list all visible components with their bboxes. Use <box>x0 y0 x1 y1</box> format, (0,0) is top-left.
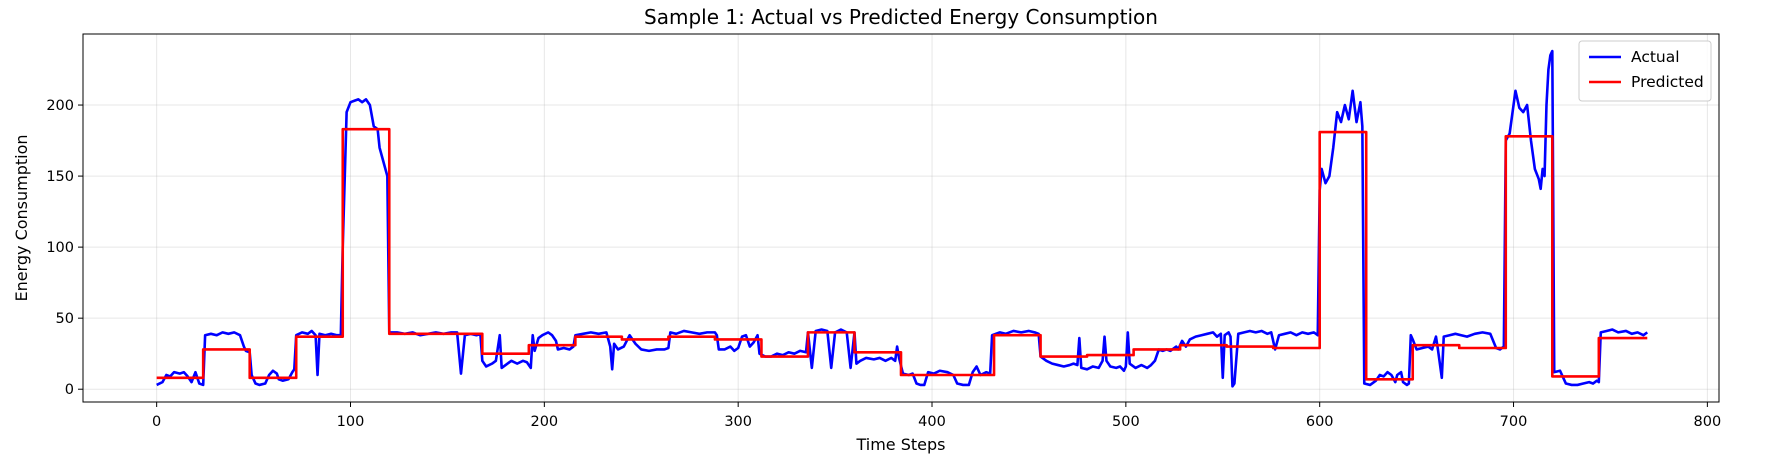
y-tick-label: 200 <box>46 98 74 114</box>
chart-title: Sample 1: Actual vs Predicted Energy Con… <box>644 5 1158 29</box>
x-tick-label: 0 <box>152 414 161 430</box>
series-line-actual <box>156 49 1649 388</box>
plot-frame <box>82 33 1720 403</box>
legend: Actual Predicted <box>1578 40 1712 102</box>
x-tick-label: 600 <box>1306 414 1334 430</box>
y-tick-label: 150 <box>46 169 74 185</box>
x-axis: 0 100 200 300 400 500 600 700 800 <box>152 402 1721 430</box>
y-axis: 0 50 100 150 200 <box>46 98 83 398</box>
x-tick-label: 300 <box>724 414 752 430</box>
y-axis-label: Energy Consumption <box>12 134 31 301</box>
x-tick-label: 700 <box>1500 414 1528 430</box>
x-tick-label: 200 <box>530 414 558 430</box>
x-tick-label: 100 <box>337 414 365 430</box>
grid-lines <box>83 34 1719 402</box>
y-tick-label: 0 <box>65 382 74 398</box>
legend-label-predicted: Predicted <box>1631 73 1704 91</box>
legend-label-actual: Actual <box>1631 48 1680 66</box>
series-line-predicted <box>156 127 1648 381</box>
x-tick-label: 400 <box>918 414 946 430</box>
x-axis-label: Time Steps <box>855 435 945 454</box>
x-tick-label: 500 <box>1112 414 1140 430</box>
x-tick-label: 800 <box>1694 414 1722 430</box>
y-tick-label: 50 <box>56 311 74 327</box>
y-tick-label: 100 <box>46 240 74 256</box>
series-group <box>156 49 1649 388</box>
